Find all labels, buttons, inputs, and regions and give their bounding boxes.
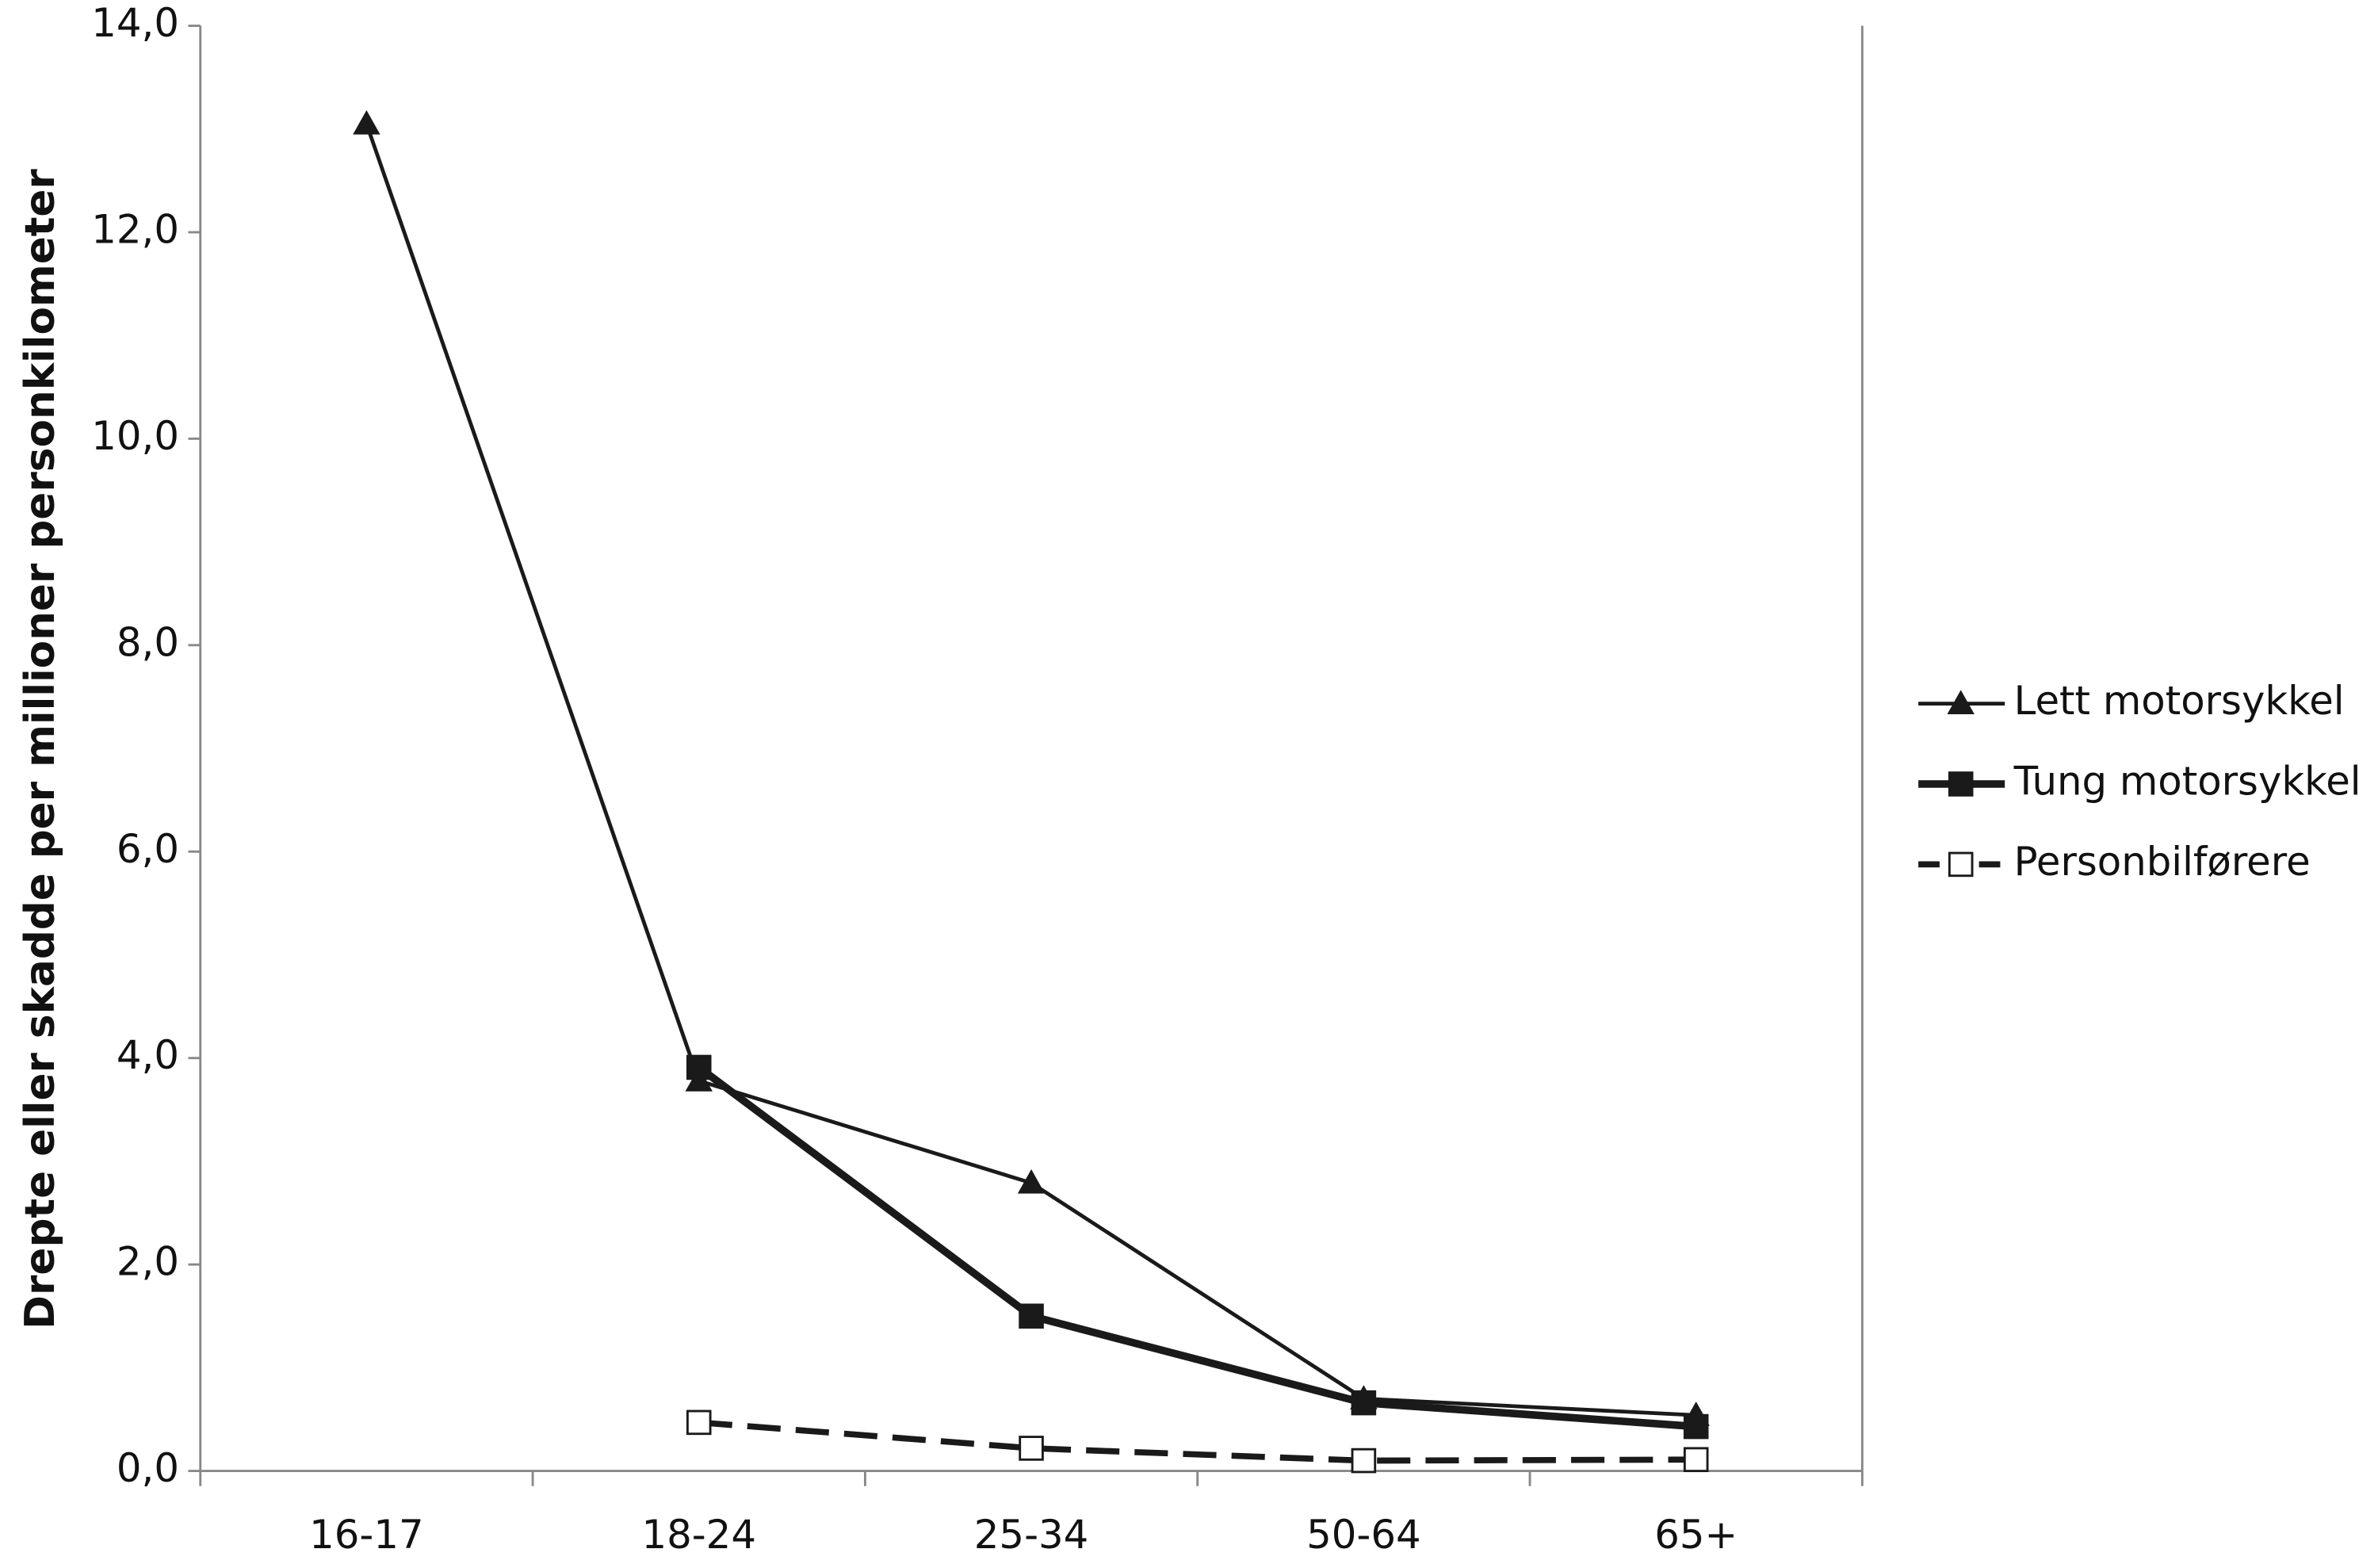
legend-label: Lett motorsykkel: [2014, 678, 2345, 724]
y-tick-label: 0,0: [117, 1445, 179, 1491]
series-line: [365, 123, 1696, 1417]
y-tick-label: 6,0: [117, 826, 179, 872]
marker: [1948, 851, 1974, 878]
marker: [686, 1409, 712, 1436]
marker: [1019, 1436, 1044, 1461]
y-axis-label: Drepte eller skadde per millioner person…: [17, 169, 64, 1329]
marker: [1351, 1448, 1377, 1474]
marker: [1947, 690, 1975, 715]
marker: [353, 110, 380, 135]
y-tick-label: 2,0: [117, 1239, 179, 1285]
marker: [1017, 1169, 1046, 1194]
x-tick-label: 65+: [1654, 1512, 1738, 1558]
marker: [1019, 1303, 1044, 1329]
y-tick-label: 14,0: [91, 0, 179, 46]
marker: [1351, 1390, 1377, 1416]
x-tick-label: 50-64: [1306, 1512, 1420, 1558]
x-tick-label: 25-34: [974, 1512, 1088, 1558]
marker: [1683, 1413, 1709, 1440]
y-tick-label: 10,0: [91, 413, 179, 459]
legend-label: Personbilførere: [2014, 839, 2311, 885]
y-tick-label: 8,0: [117, 619, 179, 665]
x-tick-label: 18-24: [641, 1512, 755, 1558]
marker: [686, 1054, 712, 1080]
marker: [1683, 1447, 1709, 1473]
y-tick-label: 4,0: [117, 1032, 179, 1078]
legend-label: Tung motorsykkel: [2013, 759, 2361, 805]
series-line: [698, 1419, 1696, 1464]
marker: [1948, 771, 1974, 797]
x-tick-label: 16-17: [309, 1512, 423, 1558]
y-tick-label: 12,0: [91, 206, 179, 252]
series-line: [696, 1064, 1697, 1431]
